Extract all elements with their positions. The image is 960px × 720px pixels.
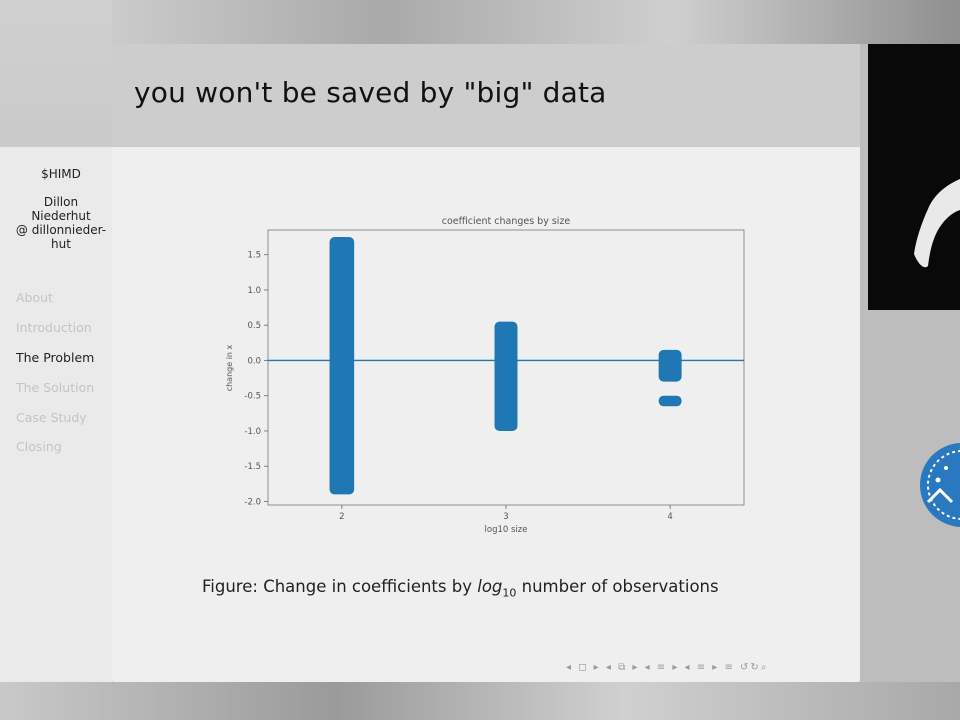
y-tick-label: 1.5 bbox=[247, 251, 261, 261]
sidebar-item-introduction[interactable]: Introduction bbox=[16, 320, 92, 335]
sidebar-item-closing[interactable]: Closing bbox=[16, 439, 62, 454]
sidebar-author-line4: hut bbox=[51, 237, 71, 251]
sidebar-item-case-study[interactable]: Case Study bbox=[16, 410, 87, 425]
y-tick-label: -2.0 bbox=[244, 497, 261, 507]
y-tick-label: 0.5 bbox=[247, 321, 261, 331]
sidebar-author-line1: Dillon bbox=[43, 195, 79, 209]
caption-log: log bbox=[477, 577, 503, 596]
presenter-silhouette bbox=[914, 179, 960, 268]
background-top bbox=[0, 0, 960, 44]
slide-body bbox=[112, 44, 860, 682]
background-bottom bbox=[0, 682, 960, 720]
chart-svg: coefficient changes by size 1.5 1.0 0.5 0.0… bbox=[225, 216, 745, 535]
x-tick-label: 3 bbox=[503, 512, 508, 522]
y-tick-label: 1.0 bbox=[247, 286, 261, 296]
y-tick-label: 0.0 bbox=[247, 356, 261, 366]
y-tick-label: -1.5 bbox=[244, 462, 261, 472]
sidebar-author-line2: Niederhut bbox=[31, 209, 91, 223]
conference-logo bbox=[920, 443, 960, 527]
y-tick-label: -0.5 bbox=[244, 392, 261, 402]
sidebar: $HIMD Dillon Niederhut @ dillonnieder- h… bbox=[0, 147, 112, 682]
caption-prefix: Figure: bbox=[202, 577, 258, 596]
sidebar-short-title: $HIMD bbox=[41, 167, 81, 181]
x-axis-label: log10 size bbox=[485, 525, 528, 535]
chart-title: coefficient changes by size bbox=[442, 216, 571, 227]
sidebar-author-line3: @ dillonnieder- bbox=[15, 223, 107, 237]
y-tick-label: -1.0 bbox=[244, 427, 261, 437]
scatter-cluster-x2-0 bbox=[329, 237, 355, 495]
sidebar-item-the-solution[interactable]: The Solution bbox=[16, 380, 95, 395]
sidebar-item-about[interactable]: About bbox=[16, 290, 53, 305]
y-axis-label: change in x bbox=[225, 344, 234, 391]
scatter-cluster-x4-0 bbox=[658, 349, 682, 382]
chart: coefficient changes by size 1.5 1.0 0.5 0.0… bbox=[220, 208, 760, 538]
caption-text: Change in coefficients by bbox=[263, 577, 472, 596]
scatter-cluster-x4-1 bbox=[658, 395, 682, 407]
slide-header bbox=[112, 44, 860, 147]
figure-caption: Figure: Change in coefficients by log10 … bbox=[202, 577, 719, 599]
caption-sub: 10 bbox=[502, 586, 517, 600]
beamer-navigation[interactable]: ◂ ◻ ▸ ◂ ⧉ ▸ ◂ ≡ ▸ ◂ ≡ ▸ ≡ ↺↻⌕ bbox=[566, 662, 769, 673]
slide-title: you won't be saved by "big" data bbox=[134, 76, 607, 109]
caption-suffix: number of observations bbox=[521, 577, 719, 596]
webcam-feed bbox=[868, 44, 960, 310]
scatter-cluster-x3-0 bbox=[494, 321, 518, 431]
x-tick-label: 4 bbox=[667, 512, 672, 522]
x-tick-label: 2 bbox=[339, 512, 344, 522]
sidebar-item-the-problem[interactable]: The Problem bbox=[16, 350, 95, 365]
